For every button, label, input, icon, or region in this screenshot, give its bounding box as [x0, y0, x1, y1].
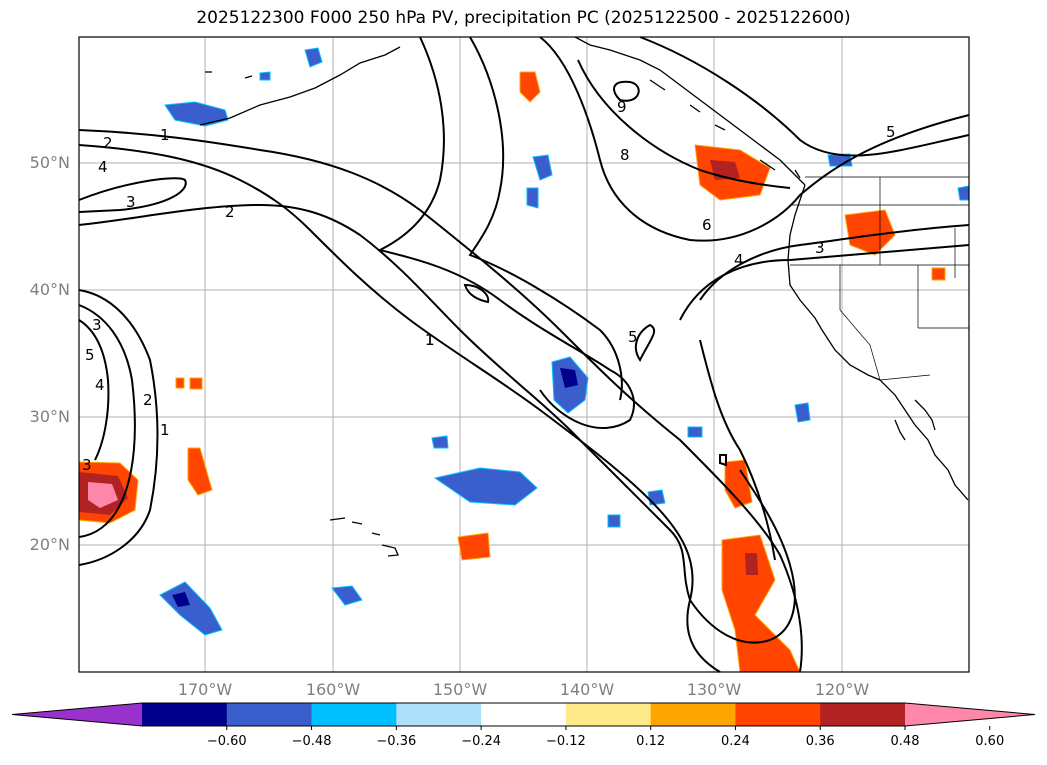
colorbar-segment: [481, 703, 567, 726]
contour-label: 1: [160, 421, 170, 439]
lat-label: 30°N: [29, 407, 70, 426]
colorbar-segment: [226, 703, 313, 726]
precip-negative: [164, 101, 229, 127]
contour-label: 2: [143, 391, 153, 409]
contour-label: 3: [815, 239, 825, 257]
colorbar-tick-label: −0.60: [206, 734, 247, 749]
precip-strong-negative: [172, 592, 190, 607]
colorbar-segment: [565, 703, 652, 726]
contour-label: 6: [702, 216, 712, 234]
precip-strong: [745, 553, 758, 575]
contour-label: 3: [126, 193, 136, 211]
precip-negative: [687, 426, 703, 438]
lon-label: 170°W: [177, 680, 233, 699]
map-frame: [78, 36, 970, 673]
colorbar-segment: [142, 703, 228, 726]
precip-negative: [957, 185, 970, 201]
precip-negative: [431, 435, 449, 449]
colorbar-outline: [11, 702, 1036, 727]
lon-label: 160°W: [305, 680, 361, 699]
contour-label: 1: [160, 126, 170, 144]
precip-positive: [721, 534, 801, 673]
colorbar-segment: [820, 703, 906, 726]
precip-positive: [189, 377, 203, 390]
colorbar-tick-label: −0.12: [545, 734, 586, 749]
coastlines: [199, 36, 969, 557]
precip-extreme: [88, 482, 118, 508]
gridlines: [79, 37, 969, 672]
lat-label: 40°N: [29, 280, 70, 299]
precip-blobs: [78, 47, 970, 673]
colorbar-segment: [396, 703, 482, 726]
colorbar-tick-label: 0.12: [636, 734, 666, 749]
colorbar-tick-label: −0.48: [291, 734, 332, 749]
pv-contours: [78, 36, 970, 673]
contour-label: 8: [620, 146, 630, 164]
precip-negative: [607, 514, 621, 528]
colorbar-tick-label: 0.36: [805, 734, 835, 749]
precip-negative: [433, 467, 538, 506]
lon-label: 120°W: [814, 680, 870, 699]
contour-label: 1: [425, 331, 435, 349]
precip-positive: [187, 447, 213, 496]
precip-positive: [931, 267, 946, 281]
colorbar: [11, 702, 1036, 730]
contour-label: 3: [92, 316, 102, 334]
contour-label: 4: [98, 158, 108, 176]
colorbar-segment: [735, 703, 821, 726]
lon-label: 150°W: [432, 680, 488, 699]
lon-label: 130°W: [686, 680, 742, 699]
precip-positive: [844, 209, 896, 256]
precip-negative: [331, 585, 363, 606]
colorbar-segment: [650, 703, 736, 726]
contour-label: 1: [425, 331, 435, 349]
precip-positive: [519, 71, 541, 103]
colorbar-tick-label: 0.60: [975, 734, 1005, 749]
map-title: 2025122300 F000 250 hPa PV, precipitatio…: [196, 8, 851, 28]
contour-label: 9: [617, 98, 627, 116]
lat-label: 50°N: [29, 153, 70, 172]
precip-positive: [457, 532, 491, 561]
contour-label: 4: [734, 251, 744, 269]
precip-negative: [259, 71, 271, 81]
lat-label: 20°N: [29, 535, 70, 554]
colorbar-tick-label: −0.36: [376, 734, 417, 749]
contour-label: 5: [628, 328, 638, 346]
precip-negative: [304, 47, 323, 68]
precip-negative: [526, 187, 539, 209]
colorbar-segment: [311, 703, 397, 726]
precip-negative: [794, 402, 811, 423]
colorbar-tick-label: 0.48: [890, 734, 920, 749]
precip-negative: [647, 489, 666, 506]
precip-negative: [532, 154, 553, 181]
contour-label: 3: [82, 456, 92, 474]
contour-label: 5: [85, 346, 95, 364]
precip-positive: [175, 377, 185, 389]
precip-strong-negative: [560, 368, 578, 388]
contour-label-group: 1 2 4 3 2 1 3 5 4 2 1 3 1 5 9 8 6 4 3 5: [82, 98, 896, 474]
colorbar-extend-min: [12, 703, 142, 726]
contour-label: 5: [886, 123, 896, 141]
colorbar-tick-label: −0.24: [461, 734, 502, 749]
boundaries: [790, 176, 969, 381]
colorbar-extend-max: [905, 703, 1035, 726]
contour-label: 4: [95, 376, 105, 394]
lon-label: 140°W: [559, 680, 615, 699]
contour-label: 2: [225, 203, 235, 221]
contour-label: 2: [103, 134, 113, 152]
colorbar-tick-label: 0.24: [720, 734, 750, 749]
